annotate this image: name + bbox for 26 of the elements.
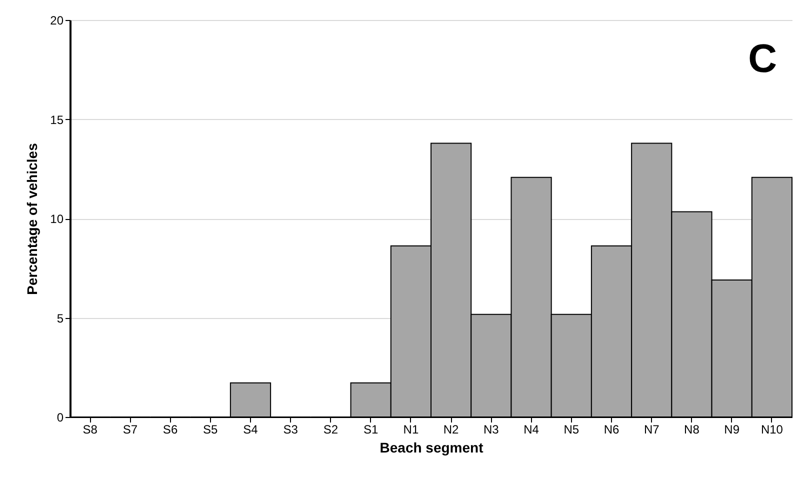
y-tick-label: 15	[50, 112, 64, 127]
x-axis-title: Beach segment	[380, 440, 484, 456]
x-tick-label: N5	[564, 422, 580, 436]
x-tick-label: N7	[644, 422, 660, 436]
x-tick-label: N4	[524, 422, 540, 436]
x-tick-label: S3	[283, 422, 298, 436]
y-tick-label: 20	[50, 14, 64, 28]
x-tick-label: S1	[363, 422, 378, 436]
y-tick-label: 5	[56, 311, 64, 326]
y-axis-title: Percentage of vehicles	[24, 142, 40, 295]
x-tick-label: N8	[684, 422, 700, 436]
y-tick-label: 10	[50, 212, 64, 226]
x-tick-label: S2	[323, 422, 338, 436]
x-tick-label: N3	[483, 422, 500, 436]
y-tick-label: 0	[56, 410, 64, 424]
x-tick-label: S6	[162, 422, 178, 436]
x-tick-label: S7	[122, 422, 138, 436]
x-tick-label: S8	[82, 422, 98, 436]
x-tick-label: N9	[724, 422, 740, 436]
x-tick-label: S5	[203, 422, 218, 436]
x-tick-label: N6	[604, 422, 620, 436]
x-tick-label: S4	[243, 422, 258, 436]
annotation: C	[748, 37, 777, 81]
x-tick-label: N2	[443, 422, 460, 436]
x-tick-label: N10	[760, 422, 784, 436]
x-tick-label: N1	[403, 422, 419, 436]
